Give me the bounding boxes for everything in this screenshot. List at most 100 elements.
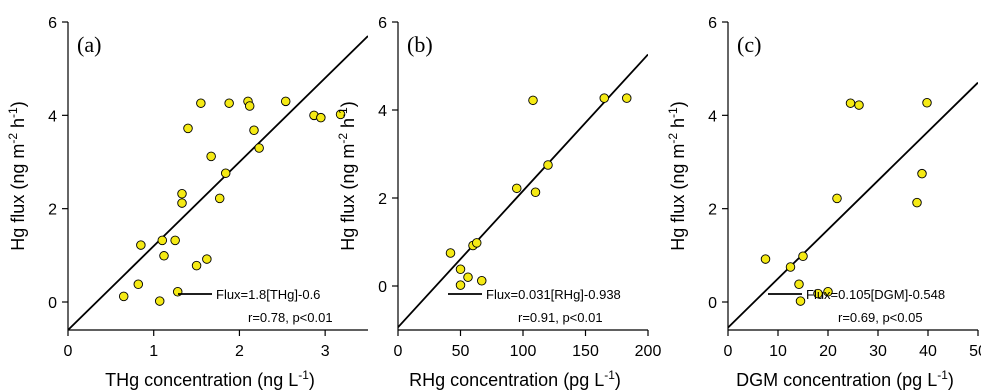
- x-axis-label-end: ): [309, 370, 315, 390]
- panel-label: (c): [737, 32, 761, 57]
- y-axis-label-sup: -2: [336, 133, 350, 144]
- legend-equation: Flux=0.105[DGM]-0.548: [806, 287, 945, 302]
- x-tick-label: 20: [819, 343, 837, 360]
- y-tick-label: 0: [708, 295, 717, 312]
- data-point: [183, 123, 193, 134]
- data-point: [157, 235, 168, 246]
- x-tick-label: 3: [321, 343, 330, 360]
- data-point: [785, 262, 796, 272]
- data-point: [214, 193, 225, 204]
- data-point: [244, 101, 255, 111]
- y-tick-label: 2: [48, 202, 57, 219]
- data-point: [249, 125, 259, 136]
- data-point: [823, 286, 833, 297]
- regression-line: [728, 81, 978, 329]
- y-axis-label-text: Hg flux (ng m: [338, 144, 358, 251]
- x-axis-label-end: ): [948, 370, 954, 390]
- data-point: [798, 251, 808, 262]
- data-point: [599, 93, 610, 103]
- data-point: [136, 240, 146, 250]
- y-axis-label-sup: -1: [6, 107, 20, 118]
- y-axis-label-end: ): [338, 101, 358, 107]
- x-axis-label-text: THg concentration (ng L: [105, 370, 298, 390]
- data-point: [455, 264, 466, 275]
- x-tick-label: 0: [394, 343, 403, 360]
- data-point: [760, 254, 771, 264]
- data-point: [316, 112, 326, 123]
- x-tick-label: 0: [724, 343, 733, 360]
- y-tick-label: 2: [378, 191, 387, 208]
- data-point: [528, 95, 538, 106]
- y-tick-label: 0: [48, 295, 57, 312]
- data-point: [224, 98, 234, 108]
- panel-3: 0 10 20 30 40 50 0 2 4 6 Flux=0.105[DGM]-0.548 r=0.…: [666, 15, 981, 390]
- stats-text: r=0.78, p<0.01: [248, 310, 333, 325]
- stats-text: r=0.69, p<0.05: [838, 310, 923, 325]
- data-point: [854, 100, 864, 110]
- data-point: [196, 98, 206, 108]
- data-point: [154, 296, 165, 306]
- legend-equation: Flux=1.8[THg]-0.6: [216, 287, 320, 302]
- y-axis-label-text: Hg flux (ng m: [668, 144, 688, 251]
- x-axis-label-text: DGM concentration (pg L: [736, 370, 937, 390]
- data-point: [463, 272, 473, 282]
- x-tick-label: 2: [235, 343, 244, 360]
- data-point: [170, 235, 180, 246]
- panel-label: (b): [407, 32, 433, 57]
- data-point: [202, 254, 212, 264]
- data-point: [118, 291, 129, 302]
- x-axis-label-sup: -1: [298, 368, 309, 382]
- x-axis-label: DGM concentration (pg L-1): [736, 368, 954, 390]
- x-tick-label: 200: [635, 343, 662, 360]
- y-tick-label: 2: [708, 202, 717, 219]
- data-point: [472, 238, 482, 248]
- y-tick-label: 4: [378, 103, 387, 120]
- data-point: [220, 168, 231, 178]
- panel-label: (a): [77, 32, 101, 57]
- data-point: [254, 143, 264, 153]
- x-tick-label: 40: [919, 343, 937, 360]
- x-tick-label: 30: [869, 343, 887, 360]
- x-axis-label-text: RHg concentration (pg L: [409, 370, 604, 390]
- x-tick-label: 10: [769, 343, 787, 360]
- data-point: [912, 197, 922, 208]
- data-point: [159, 251, 169, 261]
- data-point: [543, 160, 553, 170]
- data-point: [477, 275, 487, 286]
- data-point: [813, 288, 823, 299]
- y-axis-label-mid: h: [8, 118, 28, 133]
- y-axis-label-end: ): [8, 101, 28, 107]
- data-point: [455, 280, 466, 290]
- x-axis-label-sup: -1: [937, 368, 948, 382]
- legend-equation: Flux=0.031[RHg]-0.938: [486, 287, 621, 302]
- y-tick-label: 6: [48, 15, 57, 32]
- y-axis-label-mid: h: [668, 118, 688, 133]
- y-axis-label-sup: -1: [666, 107, 680, 118]
- y-axis-label: Hg flux (ng m-2 h-1): [666, 101, 688, 250]
- data-point: [832, 193, 842, 204]
- x-axis-label-sup: -1: [604, 368, 615, 382]
- x-tick-label: 150: [572, 343, 599, 360]
- x-tick-label: 100: [510, 343, 537, 360]
- y-tick-label: 4: [708, 108, 717, 125]
- data-point: [845, 98, 856, 108]
- data-point: [133, 279, 144, 290]
- y-axis-label-sup: -1: [336, 107, 350, 118]
- x-axis-label: THg concentration (ng L-1): [105, 368, 315, 390]
- x-tick-label: 1: [149, 343, 158, 360]
- data-point: [177, 188, 187, 199]
- data-point: [922, 97, 932, 108]
- y-axis-label-sup: -2: [666, 133, 680, 144]
- x-tick-label: 50: [969, 343, 981, 360]
- stats-text: r=0.91, p<0.01: [518, 310, 603, 325]
- data-point: [917, 168, 927, 179]
- data-point: [177, 198, 187, 208]
- regression-line: [68, 35, 368, 330]
- y-tick-label: 4: [48, 108, 57, 125]
- y-axis-label-end: ): [668, 101, 688, 107]
- y-axis-label-text: Hg flux (ng m: [8, 144, 28, 251]
- y-axis-label-mid: h: [338, 118, 358, 133]
- data-point: [191, 260, 202, 271]
- y-axis-label-sup: -2: [6, 133, 20, 144]
